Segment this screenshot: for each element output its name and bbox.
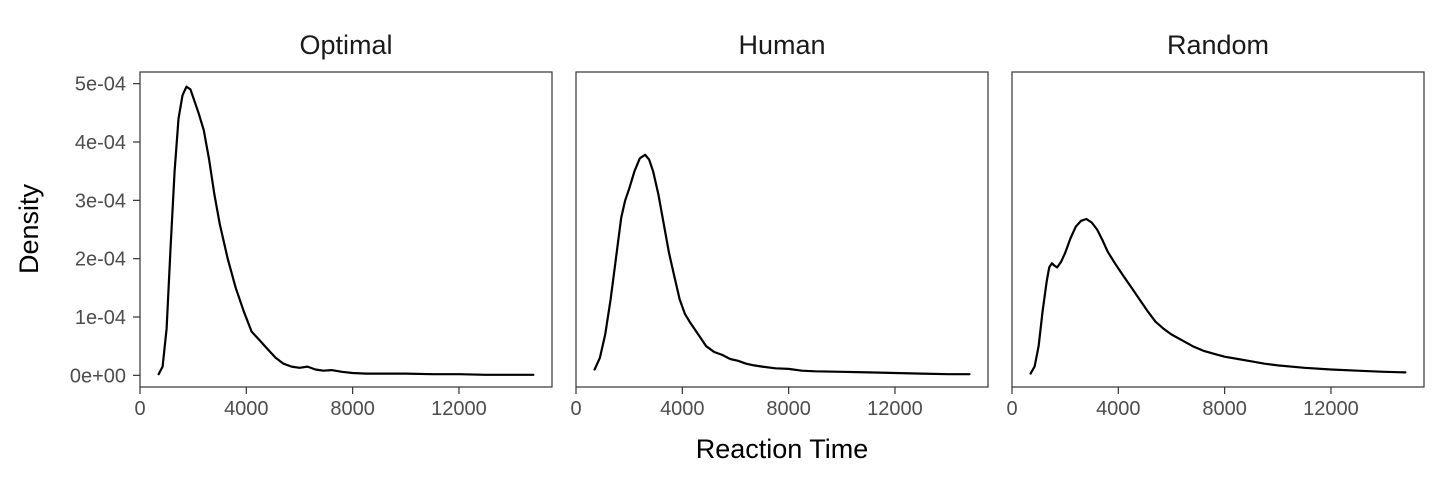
y-axis-title: Density — [14, 183, 44, 274]
x-axis-title: Reaction Time — [696, 434, 869, 464]
y-tick-label: 0e+00 — [70, 365, 126, 387]
density-curve-random — [1029, 217, 1407, 375]
panel-border — [139, 71, 553, 388]
x-tick-label: 12000 — [1303, 398, 1359, 420]
panel-title-optimal: Optimal — [299, 30, 392, 60]
y-tick-label: 1e-04 — [75, 307, 126, 329]
panel-title-random: Random — [1167, 30, 1269, 60]
density-curve-optimal — [157, 85, 535, 376]
panel-random: Random 0 4000 8000 12000 — [1006, 30, 1425, 420]
y-tick-label: 5e-04 — [75, 74, 126, 96]
x-tick-label: 4000 — [224, 398, 269, 420]
panel-title-human: Human — [738, 30, 825, 60]
x-tick-label: 0 — [134, 398, 145, 420]
density-curve-human — [593, 153, 971, 376]
x-tick-label: 8000 — [766, 398, 811, 420]
y-tick-label: 4e-04 — [75, 132, 126, 154]
x-tick-label: 4000 — [1096, 398, 1141, 420]
x-tick-label: 0 — [1006, 398, 1017, 420]
y-axis: 0e+00 1e-04 2e-04 3e-04 4e-04 5e-04 — [70, 74, 140, 387]
x-tick-label: 4000 — [660, 398, 705, 420]
x-tick-label: 0 — [570, 398, 581, 420]
panel-human: Human 0 4000 8000 12000 — [570, 30, 989, 420]
x-tick-label: 12000 — [867, 398, 923, 420]
panel-optimal: Optimal 0 4000 8000 12000 — [134, 30, 553, 420]
panel-border — [1011, 71, 1425, 388]
panels-layer: Optimal 0 4000 8000 12000 Human 0 4000 8000 12000… — [134, 30, 1425, 420]
y-tick-label: 2e-04 — [75, 249, 126, 271]
x-tick-label: 8000 — [330, 398, 375, 420]
x-tick-label: 8000 — [1202, 398, 1247, 420]
panel-border — [575, 71, 989, 388]
x-tick-label: 12000 — [431, 398, 487, 420]
y-tick-label: 3e-04 — [75, 190, 126, 212]
